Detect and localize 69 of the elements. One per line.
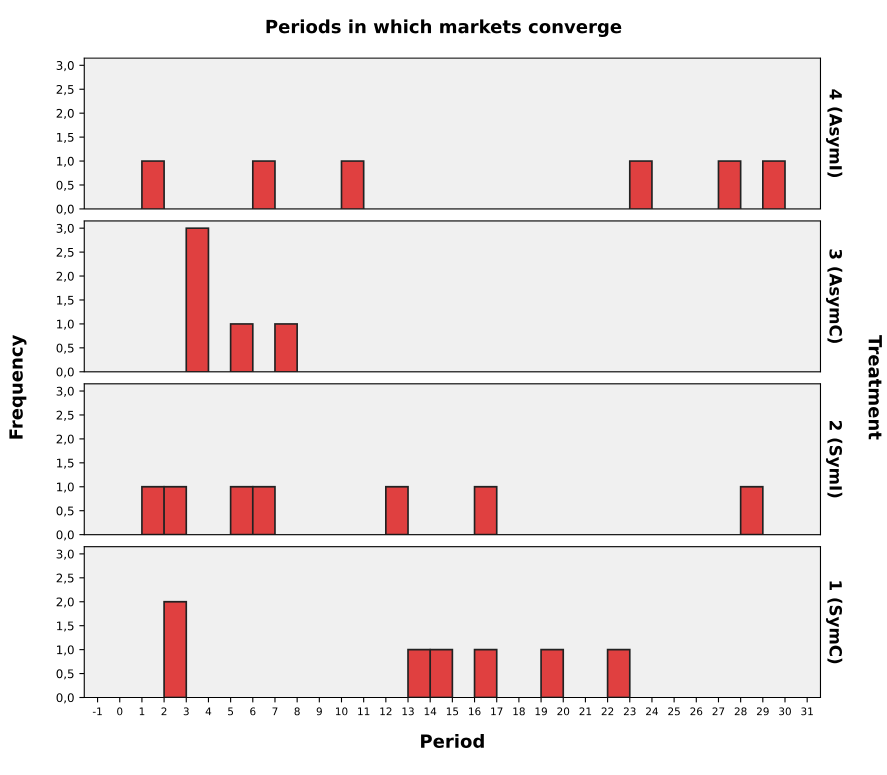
x-tick-label: 11 <box>358 708 370 716</box>
y-tick-label: 0,5 <box>56 506 74 517</box>
y-tick-label: 2,5 <box>56 84 74 96</box>
y-tick-label: 1,0 <box>57 156 74 167</box>
y-tick-label: 2,0 <box>56 272 74 282</box>
y-tick-label: 0,0 <box>56 368 74 378</box>
x-tick-label: 12 <box>380 707 392 716</box>
y-tick-label: 3,0 <box>56 61 74 72</box>
y-tick-label: 2,0 <box>56 434 74 445</box>
x-tick-label: 3 <box>184 707 189 716</box>
x-tick-label: 24 <box>646 707 658 716</box>
x-tick-label: 7 <box>272 708 278 716</box>
y2-axis-title: 2 (SymI) <box>826 421 842 498</box>
y-tick-label: 3,0 <box>56 386 74 397</box>
y-tick-label: 1,5 <box>57 296 74 306</box>
x-tick-label: 18 <box>513 707 525 716</box>
x-tick-label: 10 <box>336 707 348 716</box>
y2-axis-title: 3 (AsymC) <box>826 250 842 343</box>
x-tick-label: 25 <box>668 707 680 716</box>
x-tick-label: 30 <box>779 707 791 716</box>
y-tick-label: 0,0 <box>56 530 74 540</box>
y-tick-label: 0,5 <box>56 344 74 354</box>
x-tick-label: 23 <box>624 707 636 716</box>
x-tick-label: 2 <box>162 707 166 716</box>
y-tick-label: 2,0 <box>56 597 74 608</box>
y-tick-label: 2,5 <box>56 574 74 584</box>
x-tick-label: 9 <box>316 707 322 716</box>
x-tick-label: 4 <box>206 708 212 716</box>
y-tick-label: 1,5 <box>57 458 74 469</box>
text: Treatment <box>868 335 882 440</box>
x-tick-label: 20 <box>557 707 570 716</box>
y-tick-label: 1,5 <box>57 622 74 632</box>
chart-title: Periods in which markets converge <box>266 19 622 37</box>
x-tick-label: 0 <box>117 707 122 716</box>
x-tick-label: 16 <box>469 707 481 716</box>
x-tick-label: 13 <box>402 707 414 716</box>
x-tick-label: 26 <box>690 707 702 716</box>
x-tick-label: 5 <box>228 708 234 716</box>
y-tick-label: 0,5 <box>56 669 74 680</box>
y-tick-label: 1,0 <box>57 482 74 493</box>
y-tick-label: 0,0 <box>56 204 74 215</box>
y-tick-label: 0,0 <box>56 693 74 704</box>
x-tick-label: 14 <box>424 708 436 716</box>
x-tick-label: 17 <box>491 708 502 716</box>
text: Frequency <box>9 334 26 439</box>
y2-axis-title: 4 (AsymI) <box>826 89 842 178</box>
x-tick-label: 27 <box>712 707 724 716</box>
x-tick-label: 15 <box>446 708 458 716</box>
y-tick-label: 3,0 <box>56 224 74 234</box>
x-tick-label: 1 <box>140 708 144 716</box>
y-tick-label: 1,0 <box>57 645 74 656</box>
x-tick-label: 28 <box>734 707 747 716</box>
x-tick-label: 31 <box>801 707 813 716</box>
y2-axis-title: 1 (SymC) <box>826 581 842 664</box>
x-tick-label: 19 <box>536 707 547 716</box>
x-tick-label: 8 <box>294 707 300 716</box>
y-tick-label: 2,5 <box>56 410 74 421</box>
x-tick-label: 22 <box>602 707 614 716</box>
y-tick-label: 1,5 <box>57 132 74 143</box>
x-tick-label: 21 <box>580 707 592 716</box>
x-tick-label: -1 <box>92 708 102 716</box>
x-axis-title: Period <box>421 734 484 748</box>
y-tick-label: 0,5 <box>56 180 74 191</box>
y-tick-label: 2,0 <box>56 108 74 120</box>
x-tick-label: 6 <box>250 707 256 716</box>
y-tick-label: 1,0 <box>57 320 74 330</box>
x-tick-label: 29 <box>756 707 769 716</box>
y-tick-label: 2,5 <box>56 248 74 258</box>
y-tick-label: 3,0 <box>56 550 74 560</box>
